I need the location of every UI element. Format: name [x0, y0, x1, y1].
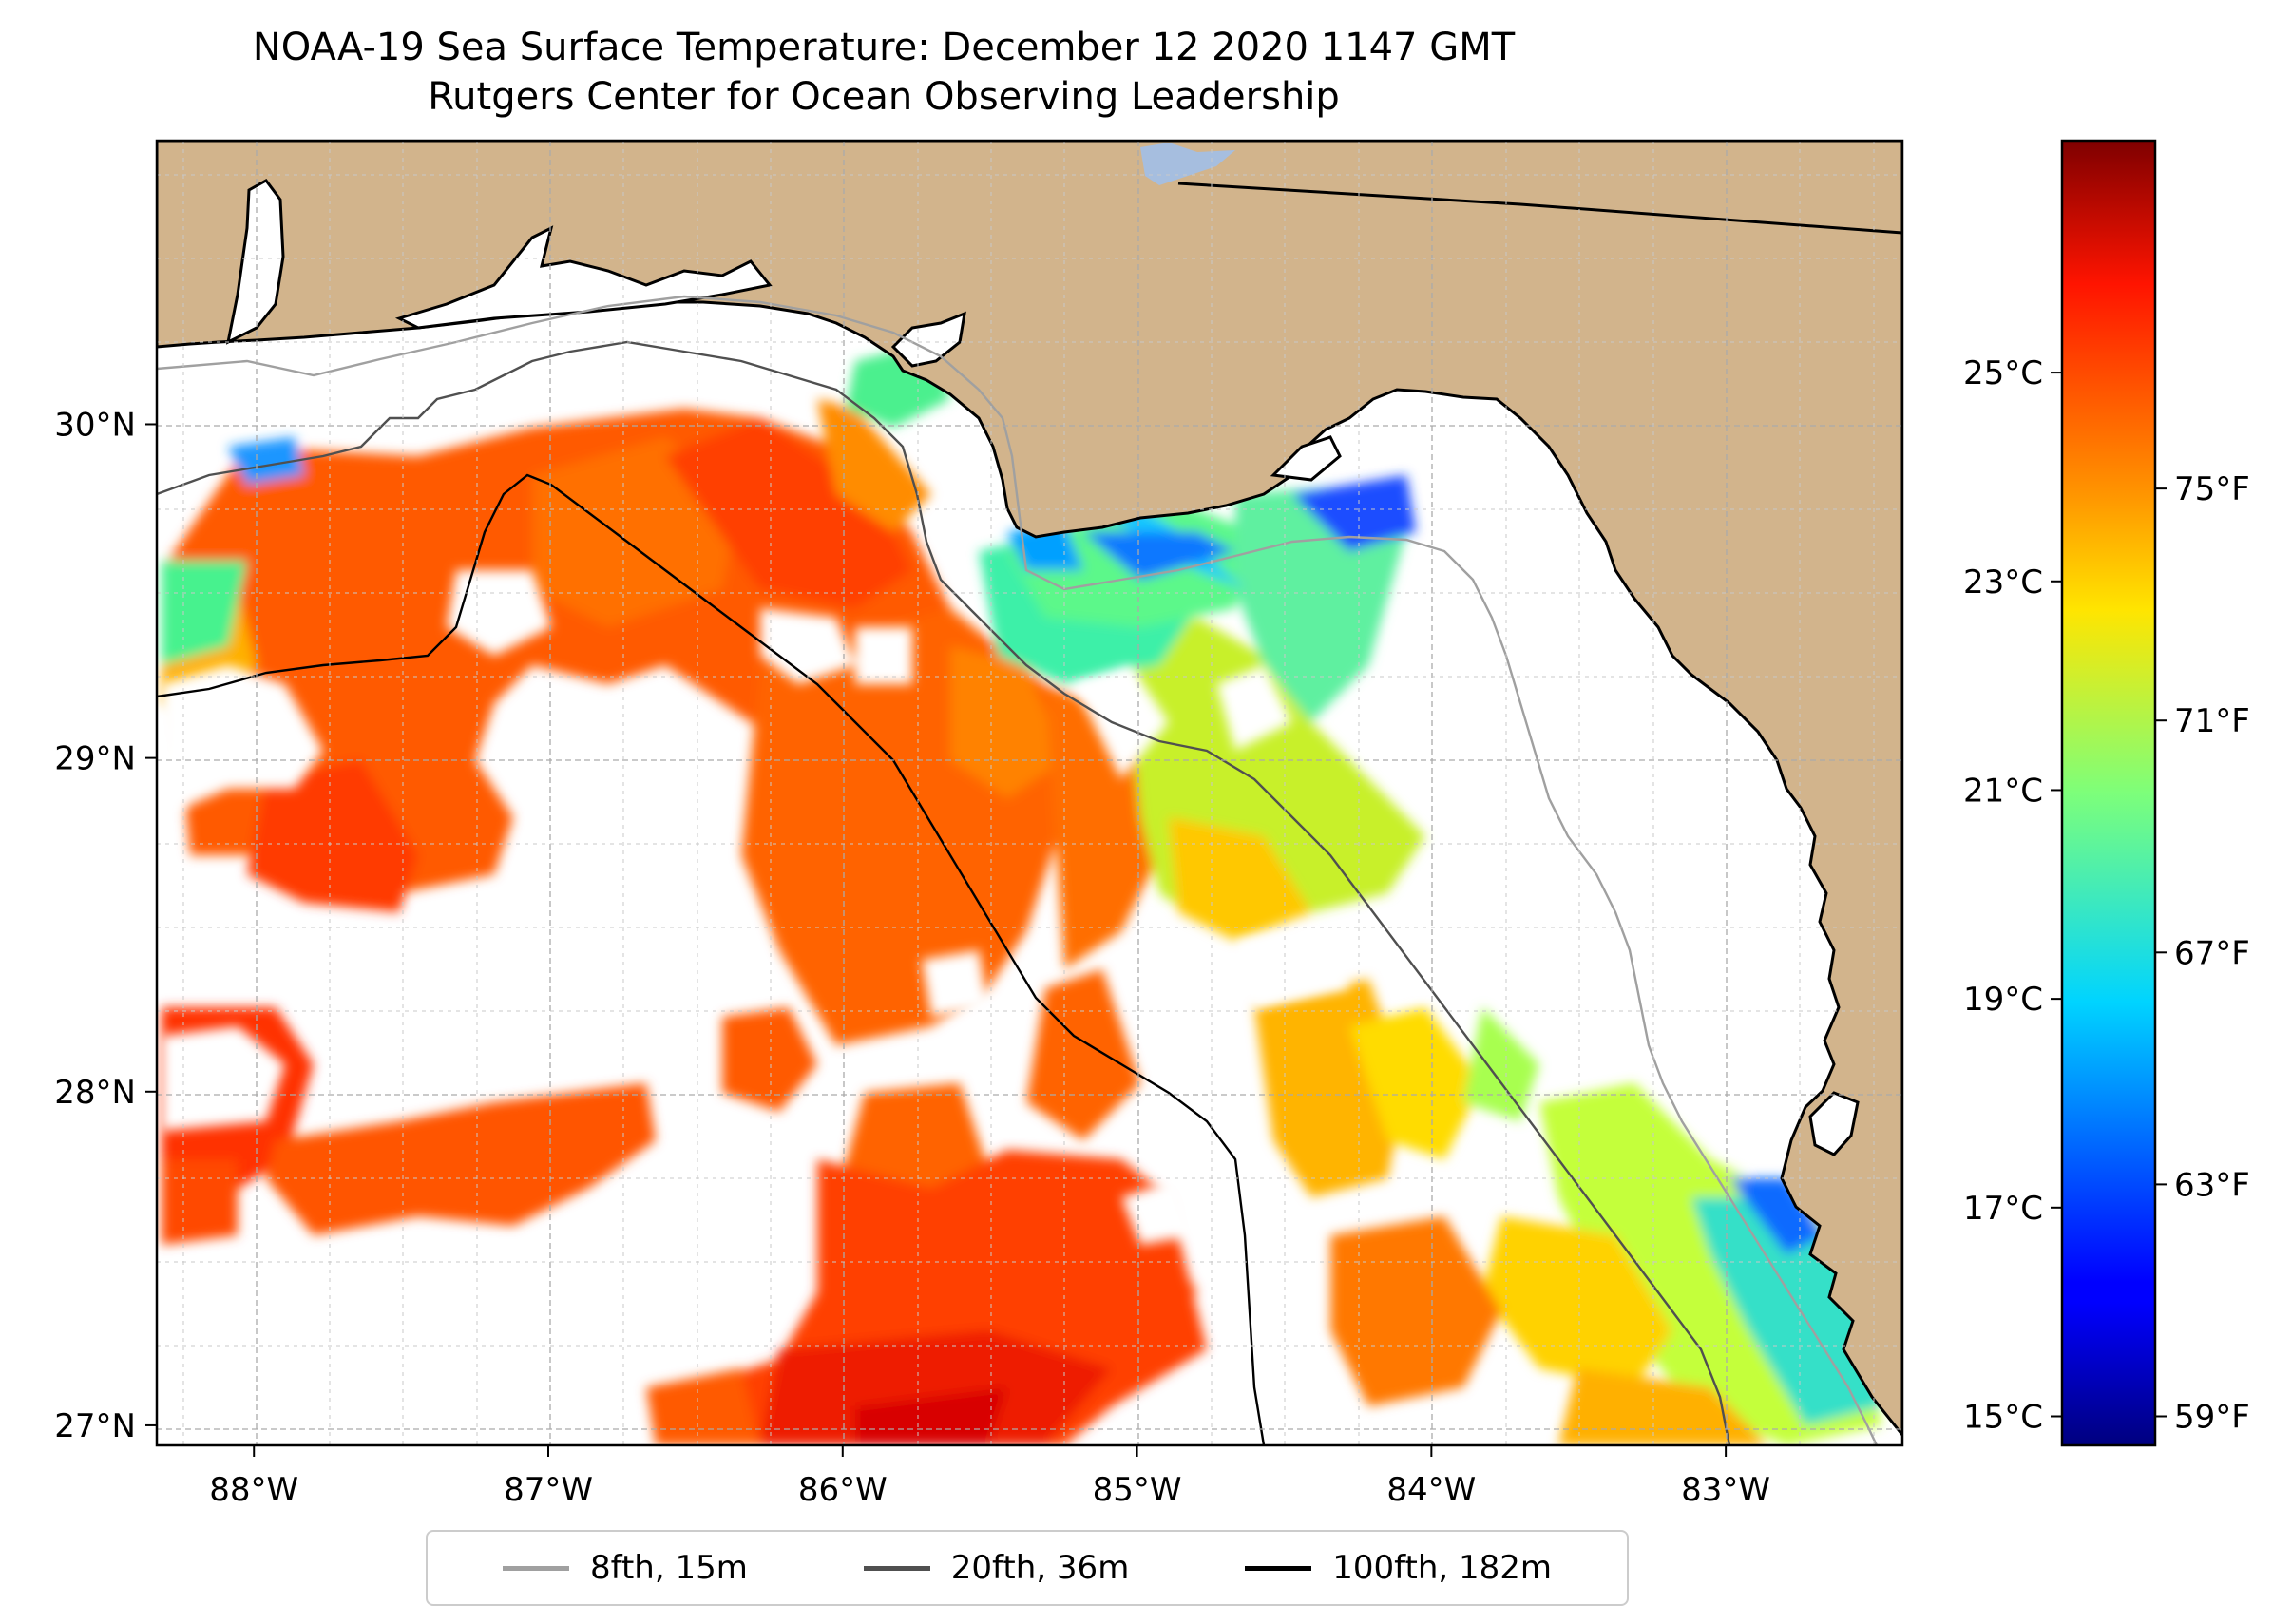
colorbar	[2060, 139, 2157, 1447]
legend-item-182m: 100fth, 182m	[1245, 1549, 1552, 1587]
celsius-tick-label: 19°C	[1963, 981, 2043, 1019]
colorbar-celsius-axis: 15°C 17°C 19°C 21°C 23°C 25°C	[1963, 354, 2062, 1436]
isobath-182m	[157, 473, 1266, 1445]
fahrenheit-tick-label: 75°F	[2174, 470, 2250, 508]
land-mass	[157, 141, 1902, 1438]
legend-item-36m: 20fth, 36m	[863, 1549, 1130, 1587]
isobath-15m	[157, 295, 1879, 1445]
lat-tick-label: 30°N	[54, 406, 136, 444]
fahrenheit-tick-label: 59°F	[2174, 1398, 2250, 1436]
map-frame	[155, 139, 1904, 1447]
celsius-tick-label: 21°C	[1963, 772, 2043, 810]
legend-swatch-36m	[863, 1565, 930, 1571]
celsius-tick-label: 15°C	[1963, 1398, 2043, 1436]
lon-tick-label: 85°W	[1093, 1471, 1182, 1509]
legend-swatch-15m	[502, 1565, 569, 1571]
mobile-bay	[225, 179, 285, 345]
tampa-bay	[1808, 1091, 1860, 1156]
bay-inlet	[890, 311, 966, 368]
lon-tick-label: 88°W	[209, 1471, 298, 1509]
lon-tick-label: 86°W	[798, 1471, 888, 1509]
fahrenheit-tick-label: 67°F	[2174, 934, 2250, 972]
gridlines	[157, 141, 1902, 1445]
lat-tick-label: 28°N	[54, 1074, 136, 1112]
legend-label-15m: 8fth, 15m	[589, 1549, 748, 1587]
lon-tick-label: 83°W	[1681, 1471, 1770, 1509]
colorbar-fahrenheit-axis: 59°F 63°F 67°F 71°F 75°F	[2155, 470, 2250, 1436]
title-line-2: Rutgers Center for Ocean Observing Leade…	[428, 75, 1340, 119]
pensacola-bay	[394, 225, 773, 330]
fahrenheit-tick-label: 63°F	[2174, 1166, 2250, 1204]
minor-gridlines	[157, 141, 1902, 1445]
celsius-tick-label: 23°C	[1963, 564, 2043, 602]
longitude-axis: 88°W 87°W 86°W 85°W 84°W 83°W	[209, 1445, 1770, 1509]
state-boundary	[1177, 182, 1902, 235]
lon-tick-label: 87°W	[504, 1471, 593, 1509]
legend-label-36m: 20fth, 36m	[950, 1549, 1130, 1587]
lon-tick-label: 84°W	[1386, 1471, 1476, 1509]
title-line-1: NOAA-19 Sea Surface Temperature: Decembe…	[252, 26, 1516, 69]
lake-feature	[1140, 143, 1235, 185]
legend-swatch-182m	[1245, 1565, 1312, 1571]
celsius-tick-label: 17°C	[1963, 1190, 2043, 1228]
celsius-tick-label: 25°C	[1963, 354, 2043, 392]
latitude-axis: 27°N 28°N 29°N 30°N	[54, 406, 157, 1445]
legend-label-182m: 100fth, 182m	[1332, 1549, 1553, 1587]
sst-field	[162, 342, 1881, 1445]
apalachee-inlet	[1270, 435, 1342, 482]
lat-tick-label: 29°N	[54, 740, 136, 778]
isobath-36m	[157, 340, 1731, 1445]
legend-item-15m: 8fth, 15m	[502, 1549, 748, 1587]
lat-tick-label: 27°N	[54, 1407, 136, 1445]
fahrenheit-tick-label: 71°F	[2174, 702, 2250, 740]
isobath-legend: 8fth, 15m 20fth, 36m 100fth, 182m	[426, 1530, 1629, 1606]
